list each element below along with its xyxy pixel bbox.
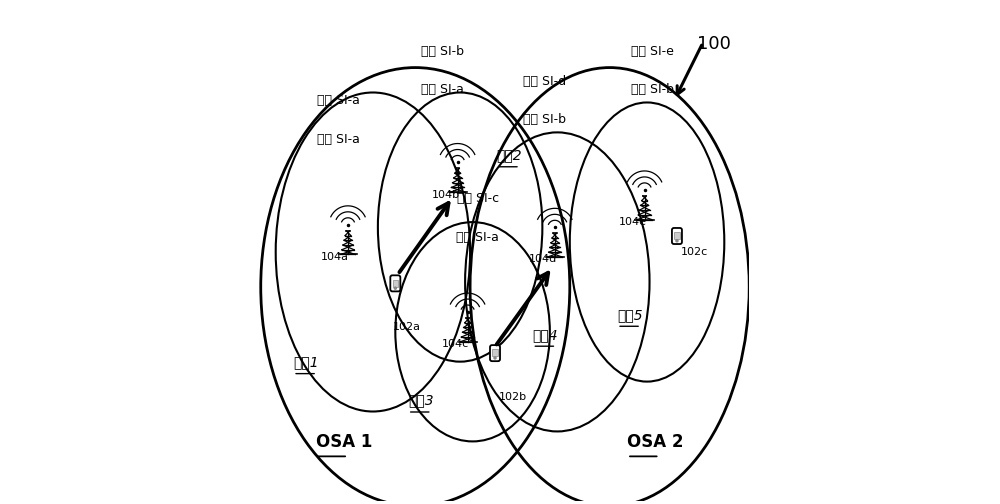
FancyBboxPatch shape bbox=[393, 280, 398, 286]
FancyBboxPatch shape bbox=[674, 232, 680, 239]
Text: 最小 SI-d: 最小 SI-d bbox=[523, 75, 566, 88]
Text: 104a: 104a bbox=[321, 252, 349, 262]
Text: 104b: 104b bbox=[432, 190, 460, 200]
Text: 最小 SI-c: 最小 SI-c bbox=[457, 192, 499, 205]
Text: 其他 SI-b: 其他 SI-b bbox=[631, 84, 674, 96]
FancyBboxPatch shape bbox=[672, 228, 682, 244]
Text: 102c: 102c bbox=[681, 247, 708, 257]
Text: 其他 SI-a: 其他 SI-a bbox=[317, 134, 359, 146]
Text: 104c: 104c bbox=[442, 339, 469, 349]
Text: OSA 2: OSA 2 bbox=[627, 433, 684, 452]
Text: 102b: 102b bbox=[499, 392, 527, 402]
Text: 最小 SI-e: 最小 SI-e bbox=[631, 45, 673, 57]
Text: 小区1: 小区1 bbox=[293, 355, 319, 369]
FancyBboxPatch shape bbox=[492, 349, 498, 356]
Text: 最小 SI-a: 最小 SI-a bbox=[317, 94, 359, 107]
Circle shape bbox=[394, 287, 396, 289]
FancyBboxPatch shape bbox=[490, 345, 500, 361]
Text: 104e: 104e bbox=[619, 217, 647, 227]
Text: 小区4: 小区4 bbox=[532, 328, 558, 342]
Text: 其他 SI-a: 其他 SI-a bbox=[421, 84, 464, 96]
Text: 其他 SI-a: 其他 SI-a bbox=[456, 230, 499, 243]
Text: 小区2: 小区2 bbox=[496, 148, 522, 162]
Text: OSA 1: OSA 1 bbox=[316, 433, 372, 452]
Text: 小区3: 小区3 bbox=[408, 394, 433, 408]
Text: 其他 SI-b: 其他 SI-b bbox=[523, 113, 566, 127]
Text: 小区5: 小区5 bbox=[617, 308, 643, 322]
Circle shape bbox=[676, 240, 678, 242]
Text: 102a: 102a bbox=[393, 322, 421, 332]
Text: 最小 SI-b: 最小 SI-b bbox=[421, 45, 464, 57]
Circle shape bbox=[494, 357, 496, 359]
Text: 104d: 104d bbox=[529, 255, 557, 265]
FancyBboxPatch shape bbox=[390, 275, 400, 291]
Text: 100: 100 bbox=[697, 35, 731, 53]
